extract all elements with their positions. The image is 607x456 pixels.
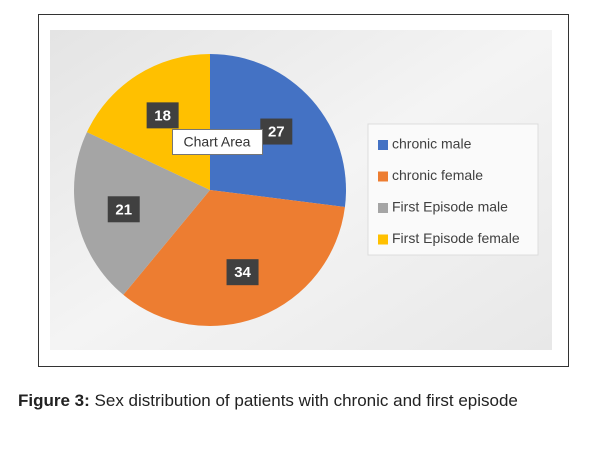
pie-slice [74, 132, 211, 295]
data-label: 21 [115, 201, 132, 218]
caption: Figure 3: Sex distribution of patients w… [18, 388, 576, 413]
legend-label: chronic male [392, 136, 472, 152]
tooltip-box [172, 129, 263, 155]
figure: 27 34 21 18 chronic male chronic female First … [38, 14, 569, 367]
tooltip: Chart Area [184, 134, 251, 150]
data-label-box [260, 118, 293, 145]
data-label: 34 [234, 264, 251, 281]
data-label: 27 [268, 124, 285, 141]
legend-label: First Episode male [392, 199, 508, 215]
pie-slice [123, 190, 345, 326]
legend-swatch [378, 171, 388, 182]
data-label: 18 [154, 107, 171, 124]
caption-label: Figure 3: [18, 391, 90, 410]
legend-box [367, 123, 539, 256]
data-label-box [107, 196, 140, 223]
legend-swatch [378, 234, 388, 245]
legend-swatch [378, 140, 388, 150]
legend-swatch [378, 203, 388, 213]
legend-label: chronic female [392, 167, 483, 183]
data-label-box [226, 259, 259, 286]
legend-label: First Episode female [392, 230, 520, 246]
data-label-box [146, 102, 179, 129]
caption-text: Sex distribution of patients with chroni… [94, 391, 518, 410]
